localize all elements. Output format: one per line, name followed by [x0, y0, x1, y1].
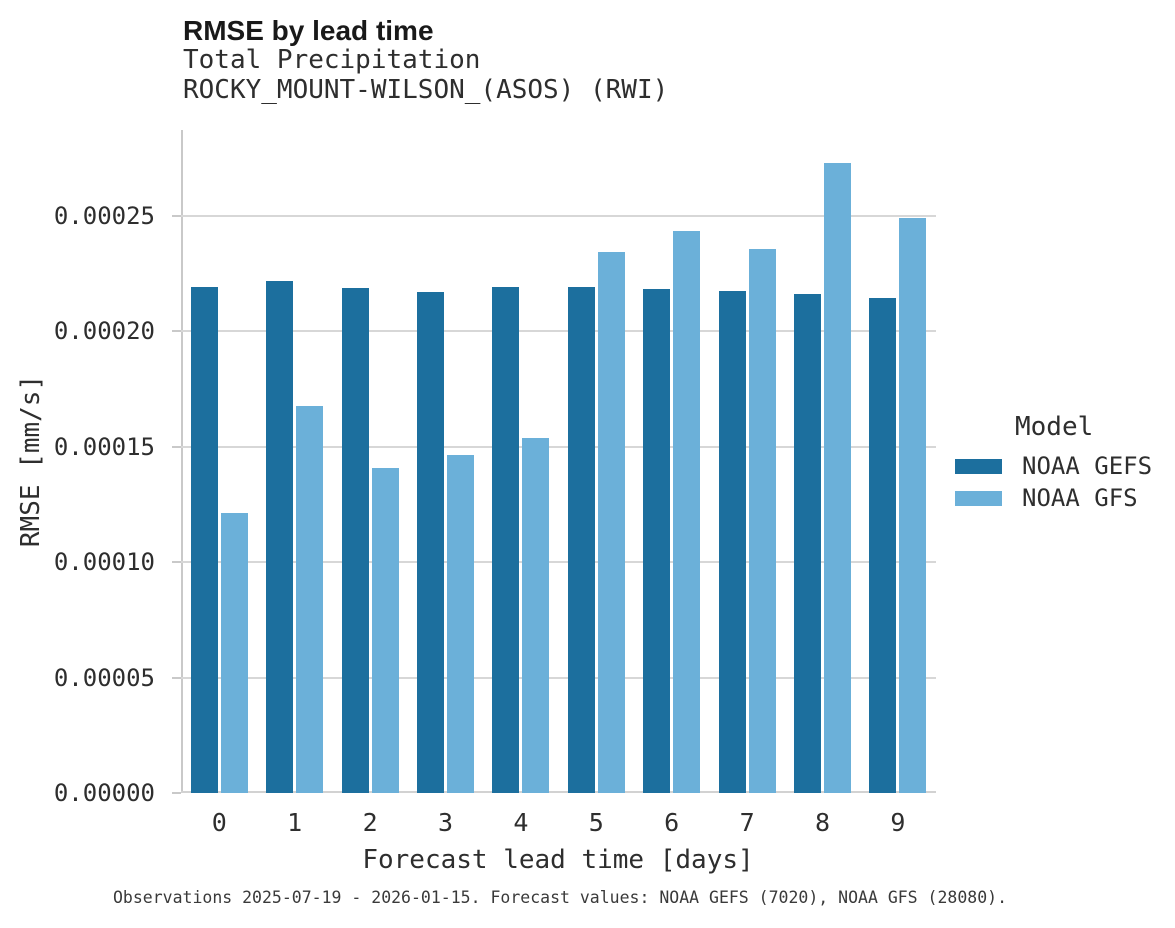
chart-title: RMSE by lead time — [183, 15, 434, 46]
x-tick-label: 3 — [437, 808, 454, 837]
noaa-gfs-swatch — [955, 490, 1002, 506]
bar-noaa-gfs-lead-8 — [824, 162, 851, 793]
legend-entry-label: NOAA GFS — [1022, 484, 1138, 512]
x-tick-label: 1 — [287, 808, 303, 837]
bar-noaa-gefs-lead-6 — [643, 289, 671, 793]
y-axis-spine — [181, 130, 183, 793]
chart-caption: Observations 2025-07-19 - 2026-01-15. Fo… — [112, 888, 1008, 907]
y-axis-tick — [172, 561, 181, 563]
bar-noaa-gefs-lead-5 — [567, 286, 595, 793]
bar-noaa-gfs-lead-2 — [371, 467, 399, 793]
bar-noaa-gfs-lead-3 — [447, 455, 474, 793]
gridline — [181, 676, 936, 679]
x-axis-spine — [181, 791, 936, 793]
x-tick-label: 6 — [664, 808, 680, 837]
y-axis-tick — [172, 214, 181, 217]
y-tick-label: 0.00000 — [53, 779, 155, 807]
gridline — [181, 445, 936, 448]
y-axis-tick — [172, 330, 181, 332]
plot-area — [181, 130, 936, 793]
y-axis-tick — [172, 445, 181, 448]
chart-subtitle-station: ROCKY_MOUNT-WILSON_(ASOS) (RWI) — [183, 75, 669, 105]
legend-entry: NOAA GEFS — [955, 450, 1152, 482]
gridline — [181, 330, 936, 332]
x-axis-title: Forecast lead time [days] — [362, 845, 754, 875]
bar-noaa-gefs-lead-3 — [417, 291, 444, 793]
legend-entry-label: NOAA GEFS — [1022, 452, 1153, 480]
gridline — [181, 561, 936, 563]
y-tick-label: 0.00005 — [53, 663, 155, 692]
bar-noaa-gefs-lead-9 — [869, 298, 897, 793]
legend-entry: NOAA GFS — [955, 482, 1152, 514]
gridline — [181, 214, 936, 217]
y-axis-title: RMSE [mm/s] — [16, 374, 46, 548]
bar-noaa-gfs-lead-4 — [522, 437, 550, 793]
x-tick-label: 0 — [211, 808, 227, 837]
y-tick-label: 0.00010 — [53, 548, 155, 576]
bar-noaa-gfs-lead-6 — [673, 230, 701, 793]
bar-noaa-gefs-lead-4 — [492, 286, 520, 793]
bar-noaa-gefs-lead-8 — [794, 293, 821, 793]
y-tick-label: 0.00025 — [53, 201, 155, 230]
x-tick-label: 4 — [513, 808, 529, 837]
bar-noaa-gfs-lead-0 — [220, 512, 248, 793]
y-axis-tick — [172, 676, 181, 679]
y-tick-label: 0.00015 — [53, 432, 155, 461]
legend-title: Model — [1015, 412, 1094, 442]
bar-noaa-gefs-lead-0 — [190, 286, 218, 793]
x-tick-label: 8 — [814, 808, 831, 837]
noaa-gefs-swatch — [955, 458, 1002, 474]
y-axis-tick — [172, 792, 181, 794]
x-tick-label: 5 — [588, 808, 604, 837]
bar-noaa-gefs-lead-7 — [718, 290, 746, 793]
x-tick-label: 7 — [739, 808, 755, 837]
bar-noaa-gefs-lead-2 — [341, 288, 369, 793]
bar-noaa-gfs-lead-9 — [899, 217, 927, 793]
legend: NOAA GEFS NOAA GFS — [955, 450, 1152, 514]
bar-noaa-gfs-lead-1 — [296, 405, 324, 793]
chart-subtitle-variable: Total Precipitation — [183, 45, 481, 75]
x-tick-label: 2 — [362, 808, 378, 837]
bar-noaa-gfs-lead-7 — [748, 248, 776, 793]
x-tick-label: 9 — [890, 808, 906, 837]
bar-noaa-gfs-lead-5 — [597, 252, 625, 793]
y-tick-label: 0.00020 — [53, 317, 155, 345]
bar-noaa-gefs-lead-1 — [266, 280, 294, 793]
